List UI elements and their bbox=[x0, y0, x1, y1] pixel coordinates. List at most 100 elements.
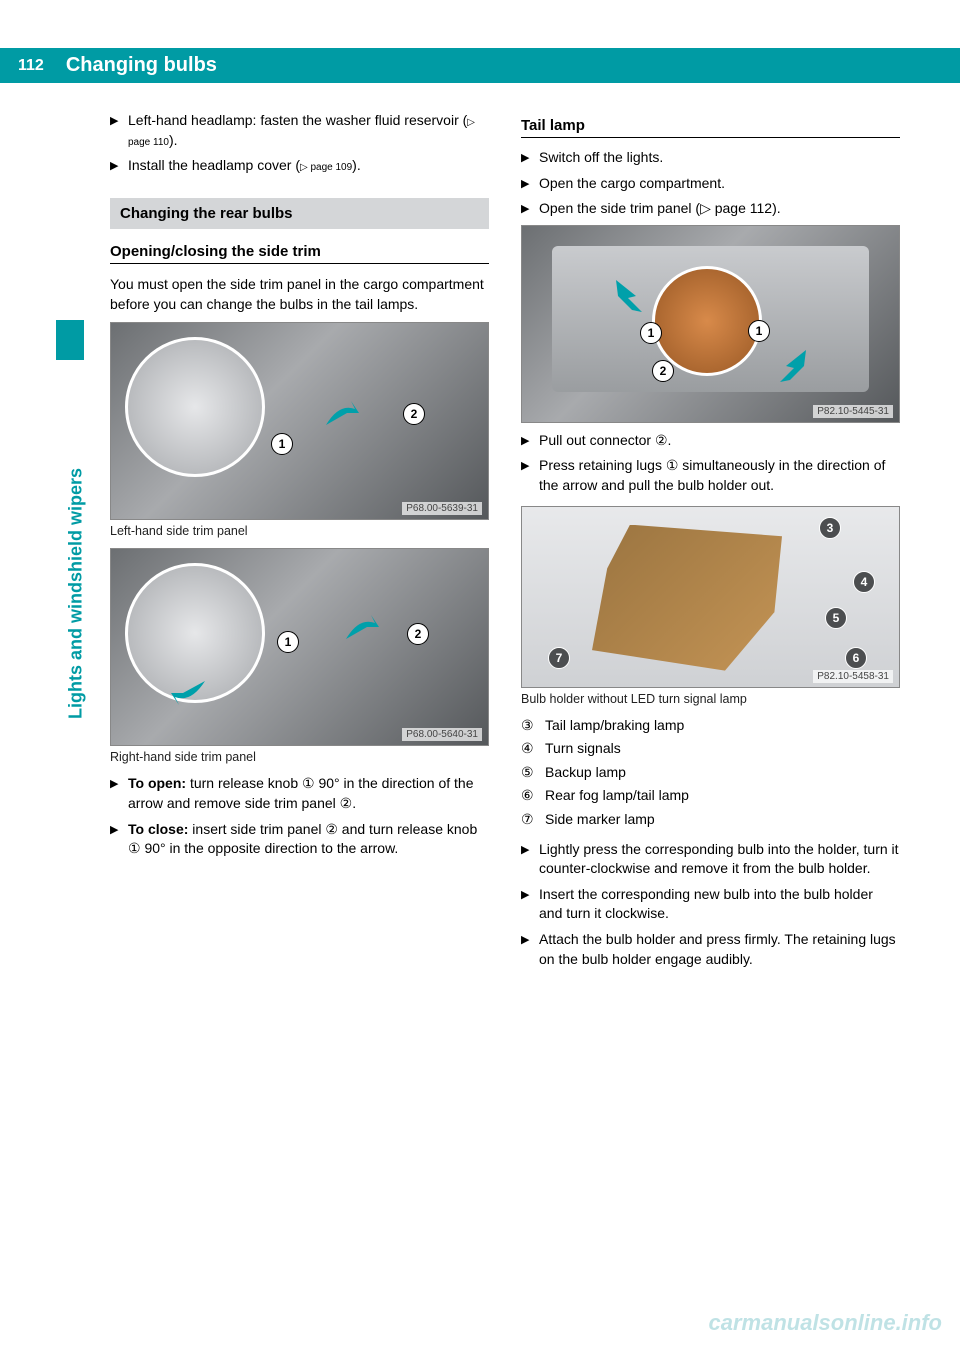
callout-3: 3 bbox=[819, 517, 841, 539]
legend-symbol: ⑥ bbox=[521, 786, 545, 806]
figure-right-side-trim: 1 2 P68.00-5640-31 bbox=[110, 548, 489, 746]
step-item: ▶ Open the cargo compartment. bbox=[521, 174, 900, 194]
legend-row: ⑥ Rear fog lamp/tail lamp bbox=[521, 786, 900, 806]
legend-row: ③ Tail lamp/braking lamp bbox=[521, 716, 900, 736]
right-column: Tail lamp ▶ Switch off the lights. ▶ Ope… bbox=[521, 111, 900, 975]
sub-heading: Tail lamp bbox=[521, 117, 900, 138]
legend-text: Backup lamp bbox=[545, 763, 626, 783]
step-item: ▶ Switch off the lights. bbox=[521, 148, 900, 168]
arrow-icon bbox=[321, 395, 361, 435]
legend-text: Rear fog lamp/tail lamp bbox=[545, 786, 689, 806]
legend-row: ⑤ Backup lamp bbox=[521, 763, 900, 783]
callout-1: 1 bbox=[640, 322, 662, 344]
callout-2: 2 bbox=[652, 360, 674, 382]
step-text-b: ). bbox=[169, 132, 178, 148]
step-bullet-icon: ▶ bbox=[521, 930, 539, 969]
step-text: Switch off the lights. bbox=[539, 148, 900, 168]
side-tab-label: Lights and windshield wipers bbox=[66, 454, 87, 734]
step-item: ▶ Attach the bulb holder and press firml… bbox=[521, 930, 900, 969]
chapter-title: Changing bulbs bbox=[56, 48, 960, 83]
figure-left-side-trim: 1 2 P68.00-5639-31 bbox=[110, 322, 489, 520]
bulb-holder-detail-icon bbox=[652, 266, 762, 376]
callout-7: 7 bbox=[548, 647, 570, 669]
figure-label: P68.00-5639-31 bbox=[402, 502, 482, 515]
callout-1: 1 bbox=[748, 320, 770, 342]
step-item: ▶ Pull out connector ②. bbox=[521, 431, 900, 451]
step-bullet-icon: ▶ bbox=[521, 148, 539, 168]
watermark: carmanualsonline.info bbox=[709, 1310, 943, 1336]
step-bullet-icon: ▶ bbox=[110, 111, 128, 150]
figure-label: P82.10-5445-31 bbox=[813, 405, 893, 418]
figure-label: P68.00-5640-31 bbox=[402, 728, 482, 741]
step-text: Attach the bulb holder and press firmly.… bbox=[539, 930, 900, 969]
left-column: ▶ Left-hand headlamp: fasten the washer … bbox=[110, 111, 489, 975]
callout-5: 5 bbox=[825, 607, 847, 629]
legend-text: Tail lamp/braking lamp bbox=[545, 716, 684, 736]
content-columns: ▶ Left-hand headlamp: fasten the washer … bbox=[0, 83, 960, 975]
manual-page: 112 Changing bulbs Lights and windshield… bbox=[0, 48, 960, 1350]
figure-caption: Left-hand side trim panel bbox=[110, 524, 489, 538]
step-item: ▶ Install the headlamp cover (▷ page 109… bbox=[110, 156, 489, 176]
figure-label: P82.10-5458-31 bbox=[813, 670, 893, 683]
step-item: ▶ Lightly press the corresponding bulb i… bbox=[521, 840, 900, 879]
step-bullet-icon: ▶ bbox=[521, 199, 539, 219]
step-item: ▶ To close: insert side trim panel ② and… bbox=[110, 820, 489, 859]
step-bullet-icon: ▶ bbox=[110, 820, 128, 859]
step-text: Pull out connector ②. bbox=[539, 431, 900, 451]
step-bullet-icon: ▶ bbox=[521, 885, 539, 924]
step-item: ▶ To open: turn release knob ① 90° in th… bbox=[110, 774, 489, 813]
figure-bulb-holder: 3 4 5 6 7 P82.10-5458-31 bbox=[521, 506, 900, 688]
step-bullet-icon: ▶ bbox=[110, 774, 128, 813]
page-ref: ▷ page 109 bbox=[300, 162, 352, 173]
step-text: To open: turn release knob ① 90° in the … bbox=[128, 774, 489, 813]
legend-row: ⑦ Side marker lamp bbox=[521, 810, 900, 830]
arrow-icon bbox=[341, 609, 381, 649]
step-bullet-icon: ▶ bbox=[521, 456, 539, 495]
figure-caption: Bulb holder without LED turn signal lamp bbox=[521, 692, 900, 706]
arrow-icon bbox=[612, 276, 652, 316]
callout-1: 1 bbox=[277, 631, 299, 653]
knob-detail-icon bbox=[125, 337, 265, 477]
sub-heading: Opening/closing the side trim bbox=[110, 243, 489, 264]
step-text: Open the cargo compartment. bbox=[539, 174, 900, 194]
arrow-icon bbox=[171, 673, 211, 713]
figure-cargo-compartment: 1 1 2 P82.10-5445-31 bbox=[521, 225, 900, 423]
side-tab-marker bbox=[56, 320, 84, 360]
callout-6: 6 bbox=[845, 647, 867, 669]
step-bullet-icon: ▶ bbox=[521, 431, 539, 451]
step-lead: To close: bbox=[128, 821, 188, 837]
step-text-a: Left-hand headlamp: fasten the washer fl… bbox=[128, 112, 467, 128]
step-item: ▶ Left-hand headlamp: fasten the washer … bbox=[110, 111, 489, 150]
step-item: ▶ Press retaining lugs ① simultaneously … bbox=[521, 456, 900, 495]
callout-1: 1 bbox=[271, 433, 293, 455]
arrow-icon bbox=[770, 346, 810, 386]
step-text-a: Install the headlamp cover ( bbox=[128, 157, 300, 173]
figure-caption: Right-hand side trim panel bbox=[110, 750, 489, 764]
step-text: Open the side trim panel (▷ page 112). bbox=[539, 199, 900, 219]
holder-shape-icon bbox=[592, 525, 782, 671]
step-bullet-icon: ▶ bbox=[521, 840, 539, 879]
legend-text: Turn signals bbox=[545, 739, 621, 759]
step-bullet-icon: ▶ bbox=[110, 156, 128, 176]
step-lead: To open: bbox=[128, 775, 186, 791]
legend-symbol: ⑦ bbox=[521, 810, 545, 830]
side-tab: Lights and windshield wipers bbox=[56, 363, 88, 803]
callout-2: 2 bbox=[407, 623, 429, 645]
legend-symbol: ⑤ bbox=[521, 763, 545, 783]
legend-text: Side marker lamp bbox=[545, 810, 655, 830]
page-header: 112 Changing bulbs bbox=[0, 48, 960, 83]
step-text: Press retaining lugs ① simultaneously in… bbox=[539, 456, 900, 495]
intro-paragraph: You must open the side trim panel in the… bbox=[110, 274, 489, 315]
legend-symbol: ③ bbox=[521, 716, 545, 736]
legend-row: ④ Turn signals bbox=[521, 739, 900, 759]
step-text: Insert the corresponding new bulb into t… bbox=[539, 885, 900, 924]
step-text: Install the headlamp cover (▷ page 109). bbox=[128, 156, 489, 176]
step-item: ▶ Open the side trim panel (▷ page 112). bbox=[521, 199, 900, 219]
callout-2: 2 bbox=[403, 403, 425, 425]
step-text-b: ). bbox=[352, 157, 361, 173]
step-item: ▶ Insert the corresponding new bulb into… bbox=[521, 885, 900, 924]
callout-4: 4 bbox=[853, 571, 875, 593]
step-text: Lightly press the corresponding bulb int… bbox=[539, 840, 900, 879]
legend-symbol: ④ bbox=[521, 739, 545, 759]
section-heading: Changing the rear bulbs bbox=[110, 198, 489, 229]
